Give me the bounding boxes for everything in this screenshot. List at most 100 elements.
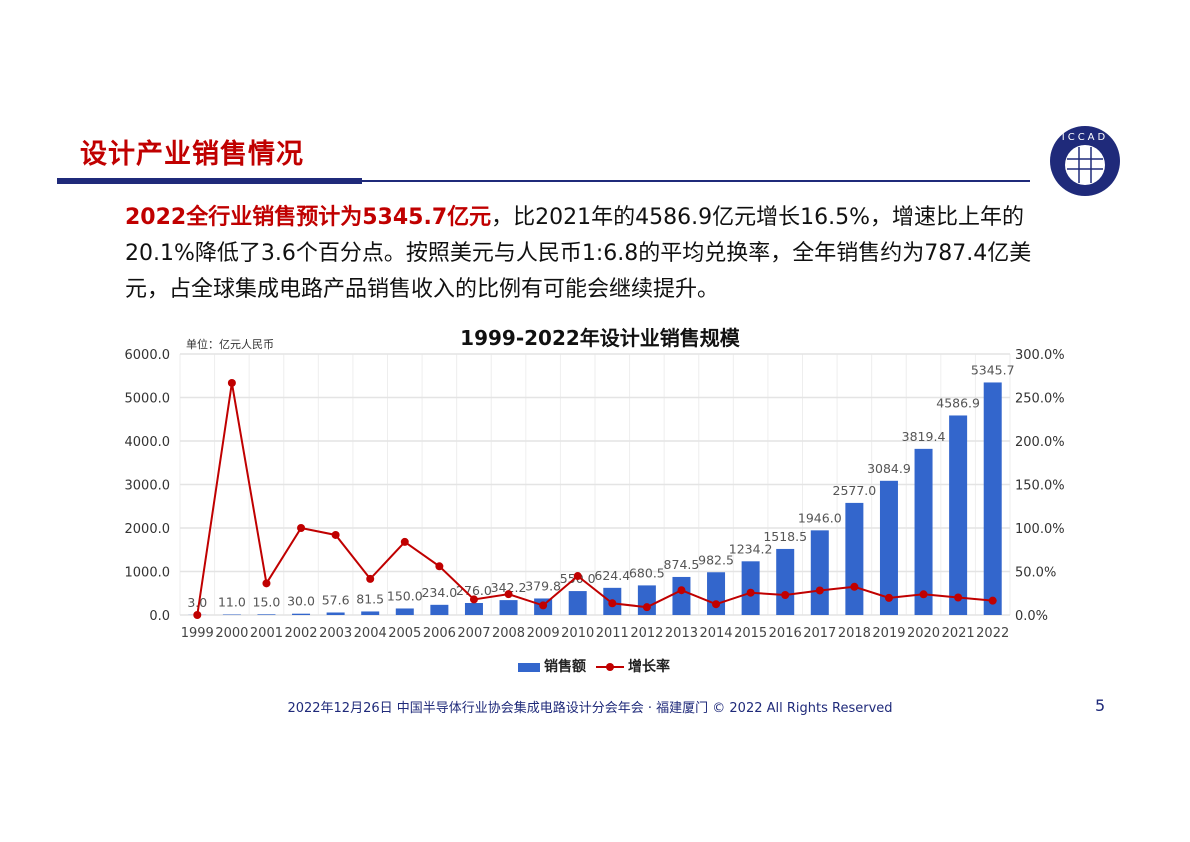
legend: 销售额 增长率: [518, 656, 670, 676]
legend-line-swatch: [596, 663, 624, 671]
footer-text: 2022年12月26日 中国半导体行业协会集成电路设计分会年会 · 福建厦门 ©…: [287, 701, 893, 716]
growth-point: [435, 562, 444, 571]
bar-data-label: 57.6: [322, 592, 350, 607]
y-right-tick-label: 200.0%: [1015, 435, 1065, 450]
summary-rest: ，比2021年的4586.9亿元增长16.5%，增速比上年的20.1%降低了3.…: [125, 205, 1032, 302]
growth-point: [504, 590, 513, 599]
unit-label: 单位：亿元人民币: [186, 338, 274, 351]
bar-data-label: 2577.0: [833, 483, 877, 498]
y-left-tick-label: 6000.0: [125, 348, 171, 363]
growth-point: [608, 599, 617, 608]
bar: [776, 548, 795, 615]
bar: [292, 613, 311, 615]
x-tick-label: 2007: [457, 626, 490, 641]
bar: [949, 415, 968, 615]
summary-highlight: 2022全行业销售预计为5345.7亿元: [125, 205, 492, 230]
bar: [845, 502, 864, 615]
bar-data-label: 5345.7: [971, 362, 1015, 377]
x-tick-label: 2004: [354, 626, 387, 641]
x-tick-label: 2002: [284, 626, 317, 641]
title-rule-thick: [57, 178, 362, 184]
growth-point: [573, 572, 582, 581]
bar-data-label: 3.0: [187, 595, 207, 610]
bar-data-label: 680.5: [629, 565, 665, 580]
growth-point: [227, 378, 236, 387]
growth-line: [196, 382, 993, 616]
title-rule-thin: [362, 180, 1030, 182]
bar-data-label: 379.8: [525, 578, 561, 593]
footer: 2022年12月26日 中国半导体行业协会集成电路设计分会年会 · 福建厦门 ©…: [0, 697, 1190, 716]
growth-point: [954, 593, 963, 602]
growth-point: [781, 590, 790, 599]
legend-bar-label: 销售额: [544, 659, 586, 675]
bar: [361, 611, 380, 615]
bar-data-label: 3084.9: [867, 461, 911, 476]
bar-data-label: 1518.5: [763, 529, 807, 544]
bar: [464, 602, 483, 615]
legend-bar: 销售额: [518, 656, 586, 676]
legend-bar-swatch: [518, 662, 540, 672]
y-left-tick-label: 0.0: [149, 609, 170, 624]
bar-data-label: 30.0: [287, 594, 315, 609]
slide-title: 设计产业销售情况: [80, 139, 304, 170]
bar-data-label: 150.0: [387, 588, 423, 603]
bar-data-label: 276.0: [456, 583, 492, 598]
bar-data-label: 874.5: [664, 557, 700, 572]
x-tick-label: 2003: [319, 626, 352, 641]
bar: [499, 600, 518, 615]
y-left-tick-label: 2000.0: [125, 522, 171, 537]
x-tick-label: 2012: [630, 626, 663, 641]
x-tick-label: 2013: [665, 626, 698, 641]
y-right-tick-label: 300.0%: [1015, 348, 1065, 363]
bar-data-label: 342.2: [491, 580, 527, 595]
y-right-tick-label: 0.0%: [1015, 609, 1048, 624]
x-tick-label: 2011: [596, 626, 629, 641]
x-tick-label: 2019: [872, 626, 905, 641]
x-tick-label: 2010: [561, 626, 594, 641]
x-tick-label: 2009: [527, 626, 560, 641]
bar-data-label: 234.0: [421, 585, 457, 600]
growth-point: [193, 611, 202, 619]
x-tick-label: 1999: [181, 626, 214, 641]
growth-point: [919, 590, 928, 599]
chart-title: 1999-2022年设计业销售规模: [460, 326, 740, 350]
y-left-tick-label: 5000.0: [125, 392, 171, 407]
iccad-logo: ICCAD: [1050, 126, 1120, 196]
y-left-tick-label: 4000.0: [125, 435, 171, 450]
x-tick-label: 2018: [838, 626, 871, 641]
growth-point: [297, 524, 306, 532]
y-right-tick-label: 150.0%: [1015, 479, 1065, 494]
x-tick-label: 2016: [769, 626, 802, 641]
x-tick-label: 2006: [423, 626, 456, 641]
y-right-tick-label: 250.0%: [1015, 392, 1065, 407]
growth-point: [746, 588, 755, 597]
bar: [914, 448, 933, 615]
growth-point: [850, 582, 859, 591]
growth-point: [539, 601, 548, 610]
bar: [810, 530, 829, 615]
x-tick-label: 2017: [803, 626, 836, 641]
bar: [430, 604, 449, 615]
y-right-tick-label: 50.0%: [1015, 566, 1056, 581]
y-left-tick-label: 3000.0: [125, 479, 171, 494]
x-tick-label: 2014: [699, 626, 732, 641]
bar-data-label: 3819.4: [902, 429, 946, 444]
page-number: 5: [1095, 696, 1106, 715]
growth-point: [262, 579, 271, 588]
bar-data-label: 1946.0: [798, 510, 842, 525]
growth-point: [884, 593, 893, 602]
bar: [741, 561, 760, 615]
x-tick-label: 2022: [976, 626, 1009, 641]
growth-point: [366, 574, 375, 583]
bar-data-label: 81.5: [356, 591, 384, 606]
x-tick-label: 2001: [250, 626, 283, 641]
x-tick-label: 2005: [388, 626, 421, 641]
growth-point: [400, 537, 409, 546]
y-left-tick-label: 1000.0: [125, 566, 171, 581]
bar: [395, 608, 414, 615]
summary-text: 2022全行业销售预计为5345.7亿元，比2021年的4586.9亿元增长16…: [125, 200, 1075, 308]
bar: [568, 591, 587, 615]
bar: [672, 576, 691, 615]
